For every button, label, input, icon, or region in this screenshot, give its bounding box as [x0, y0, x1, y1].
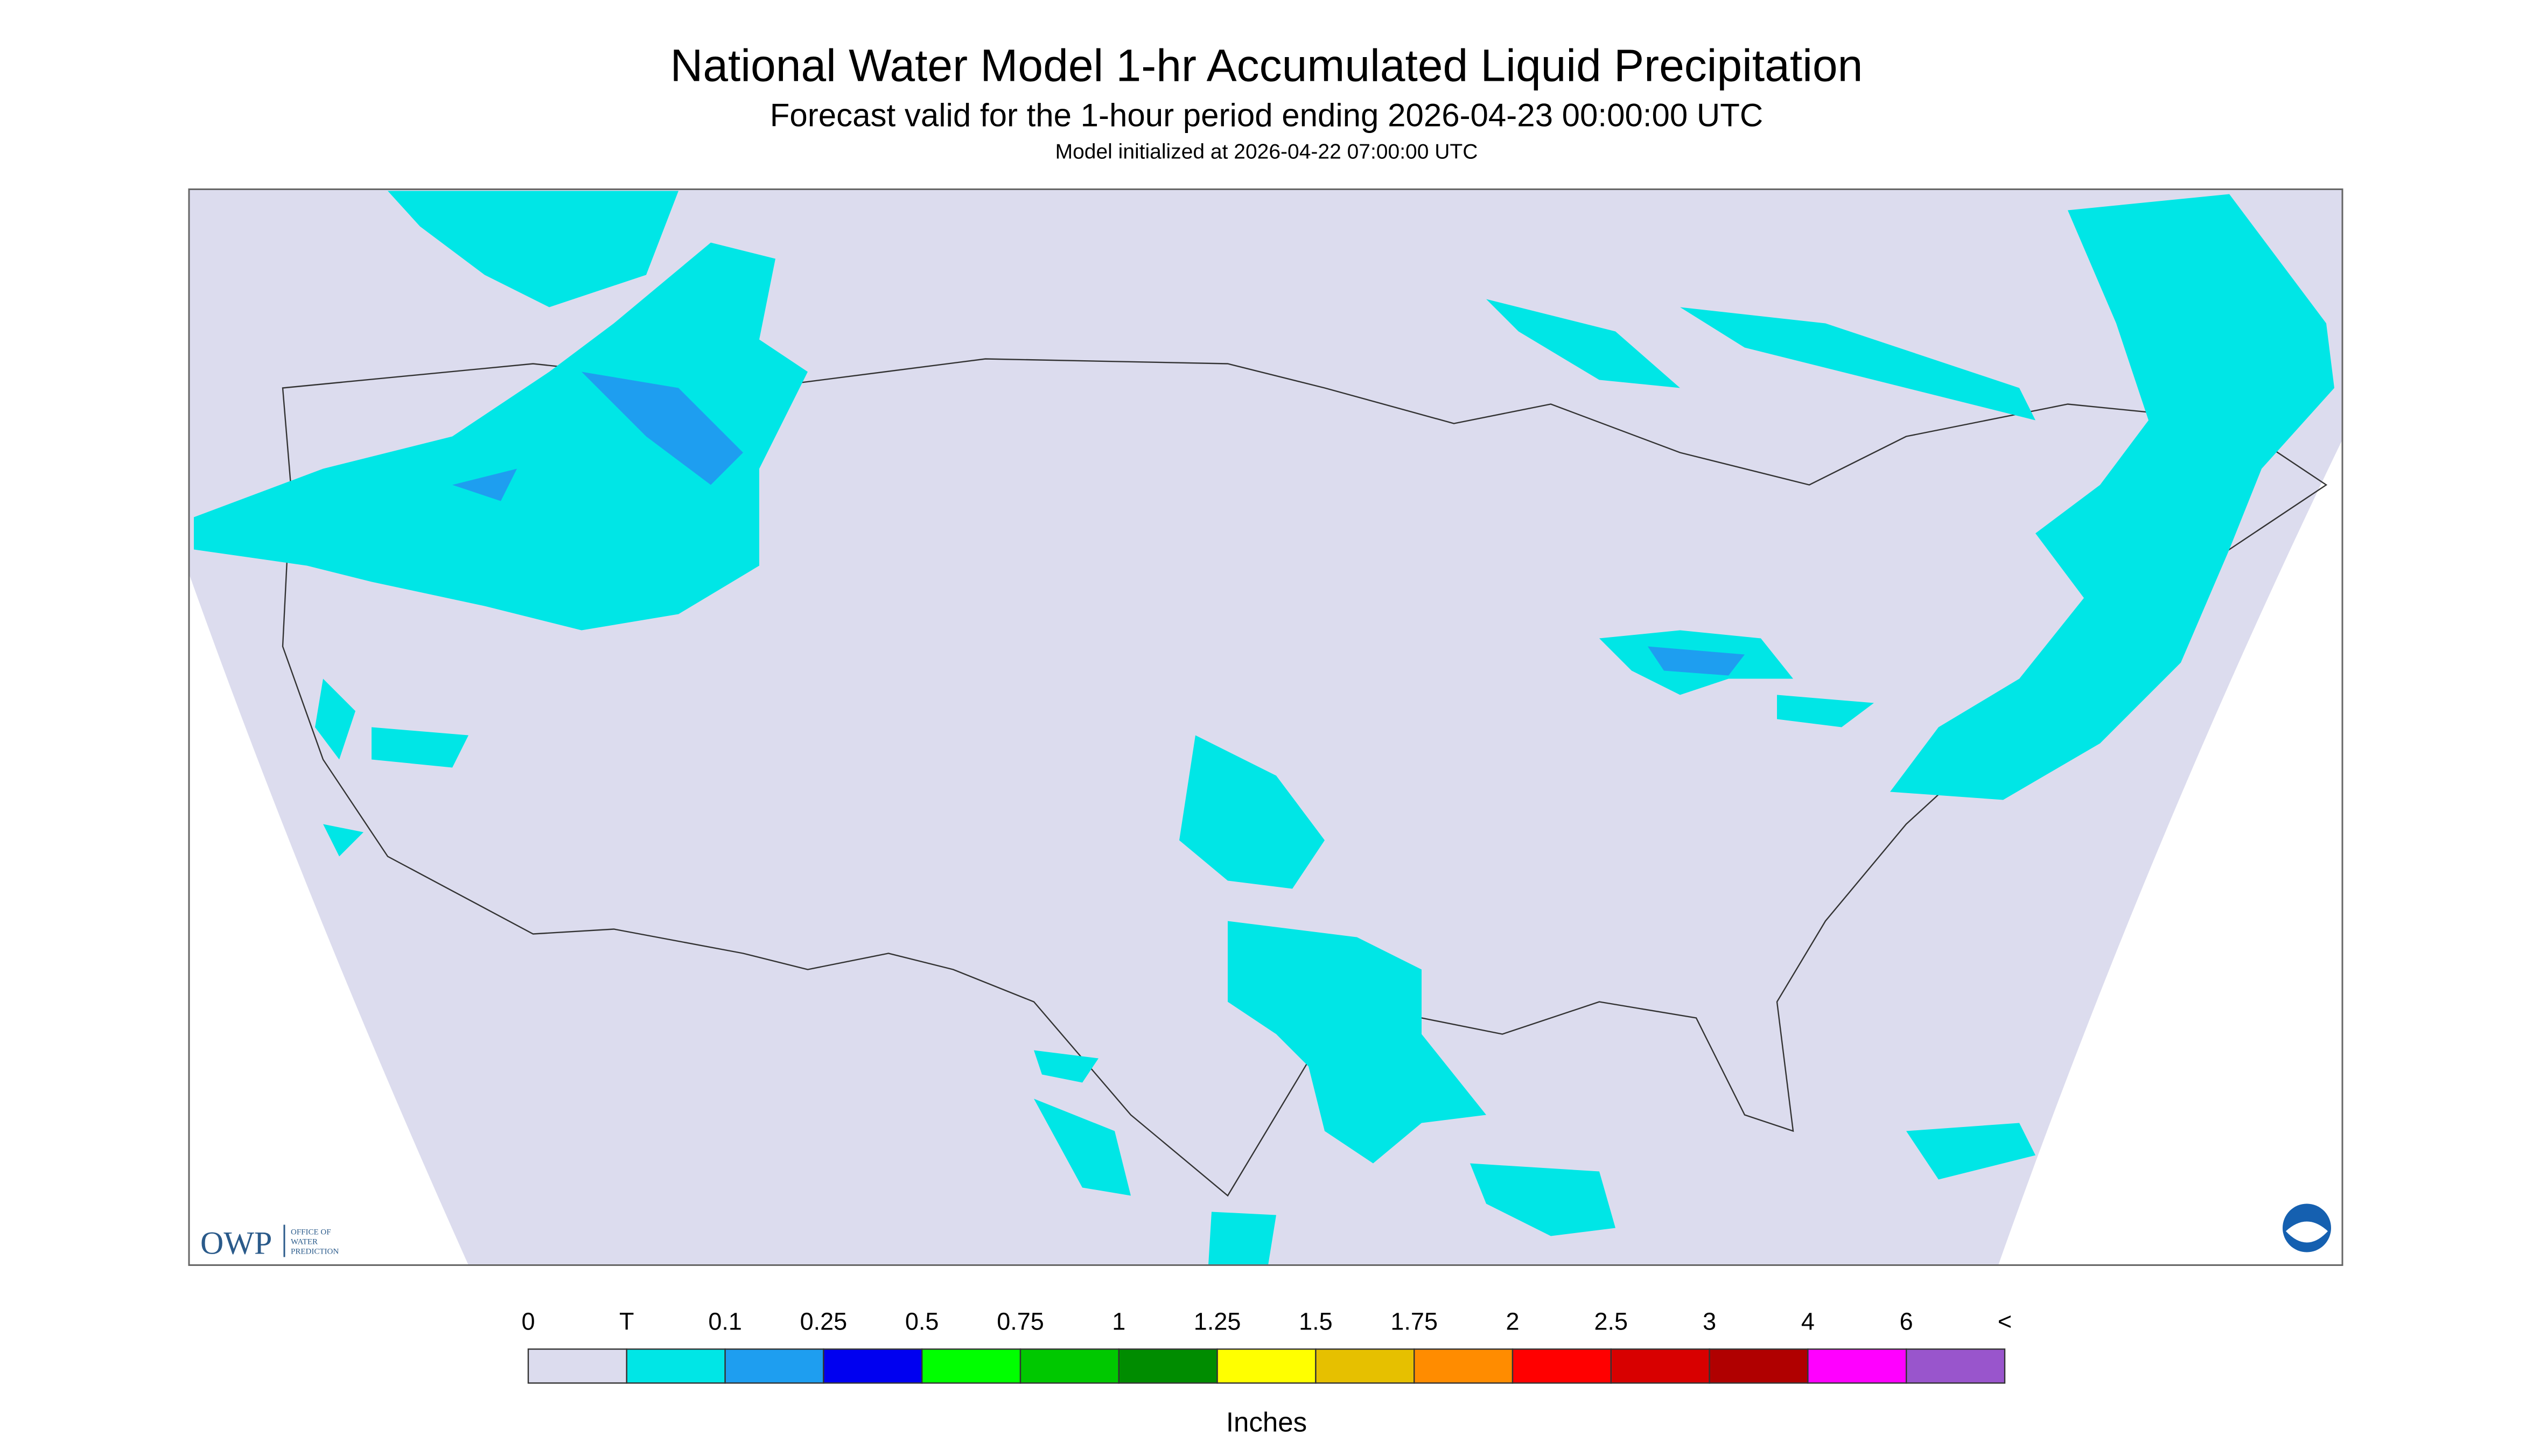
legend-swatch: [1512, 1348, 1612, 1384]
logo-line: WATER: [291, 1238, 318, 1247]
precip-area: [1890, 194, 2334, 800]
legend-label: 6: [1900, 1308, 1913, 1335]
legend-label: 0.25: [800, 1308, 848, 1335]
map: OWP OFFICE OF WATER PREDICTION: [188, 188, 2343, 1266]
precip-area: [1906, 1123, 2035, 1180]
legend-swatch: [1414, 1348, 1514, 1384]
legend-label: 1.25: [1194, 1308, 1241, 1335]
legend-label: 1: [1112, 1308, 1125, 1335]
precip-area: [1470, 1163, 1615, 1236]
legend-swatch: [1610, 1348, 1710, 1384]
legend-swatch: [823, 1348, 923, 1384]
precip-area: [1179, 735, 1325, 889]
legend-label: 2: [1506, 1308, 1519, 1335]
subtitle: Forecast valid for the 1-hour period end…: [770, 97, 1763, 134]
title: National Water Model 1-hr Accumulated Li…: [670, 40, 1863, 91]
legend-swatch: [724, 1348, 824, 1384]
precip-area: [1777, 695, 1874, 727]
legend-label: 4: [1801, 1308, 1815, 1335]
legend-label: 1.75: [1390, 1308, 1438, 1335]
legend-label: <: [1998, 1308, 2012, 1335]
legend-unit: Inches: [1226, 1407, 1307, 1438]
legend-label: 0.5: [905, 1308, 939, 1335]
legend-label: 2.5: [1594, 1308, 1628, 1335]
legend-swatch: [1905, 1348, 2006, 1384]
precip-area: [388, 191, 678, 307]
country-outline: [282, 358, 2328, 1197]
precip-area: [194, 242, 808, 631]
legend-swatch: [626, 1348, 726, 1384]
precip-area: [1486, 299, 1680, 388]
legend-swatch: [527, 1348, 628, 1384]
legend: 0 T 0.1 0.25 0.5 0.75 1 1.25 1.5 1.75 2 2.5 3 4 6 <: [521, 1308, 2012, 1384]
precip-area: [1680, 307, 2035, 421]
legend-swatch: [1019, 1348, 1120, 1384]
legend-label: 0.75: [997, 1308, 1044, 1335]
legend-swatch: [1118, 1348, 1218, 1384]
legend-swatch: [1216, 1348, 1317, 1384]
precip-area: [1034, 1050, 1276, 1265]
logo-line: OFFICE OF: [291, 1228, 331, 1237]
legend-label: 0.1: [708, 1308, 742, 1335]
legend-swatch: [1709, 1348, 1809, 1384]
precip-area: [315, 678, 468, 857]
legend-label: T: [619, 1308, 634, 1335]
legend-label: 0: [521, 1308, 535, 1335]
init-note: Model initialized at 2026-04-22 07:00:00…: [1055, 141, 1478, 164]
logo-line: PREDICTION: [291, 1248, 339, 1256]
legend-swatch: [1315, 1348, 1415, 1384]
legend-label: 1.5: [1299, 1308, 1333, 1335]
noaa-logo-wave: [2286, 1221, 2328, 1243]
legend-swatch: [921, 1348, 1021, 1384]
logo-text: OWP: [200, 1226, 272, 1261]
legend-label: 3: [1703, 1308, 1716, 1335]
legend-swatch: [1807, 1348, 1907, 1384]
precip-area: [1228, 921, 1486, 1164]
map-frame: [188, 188, 2343, 1266]
